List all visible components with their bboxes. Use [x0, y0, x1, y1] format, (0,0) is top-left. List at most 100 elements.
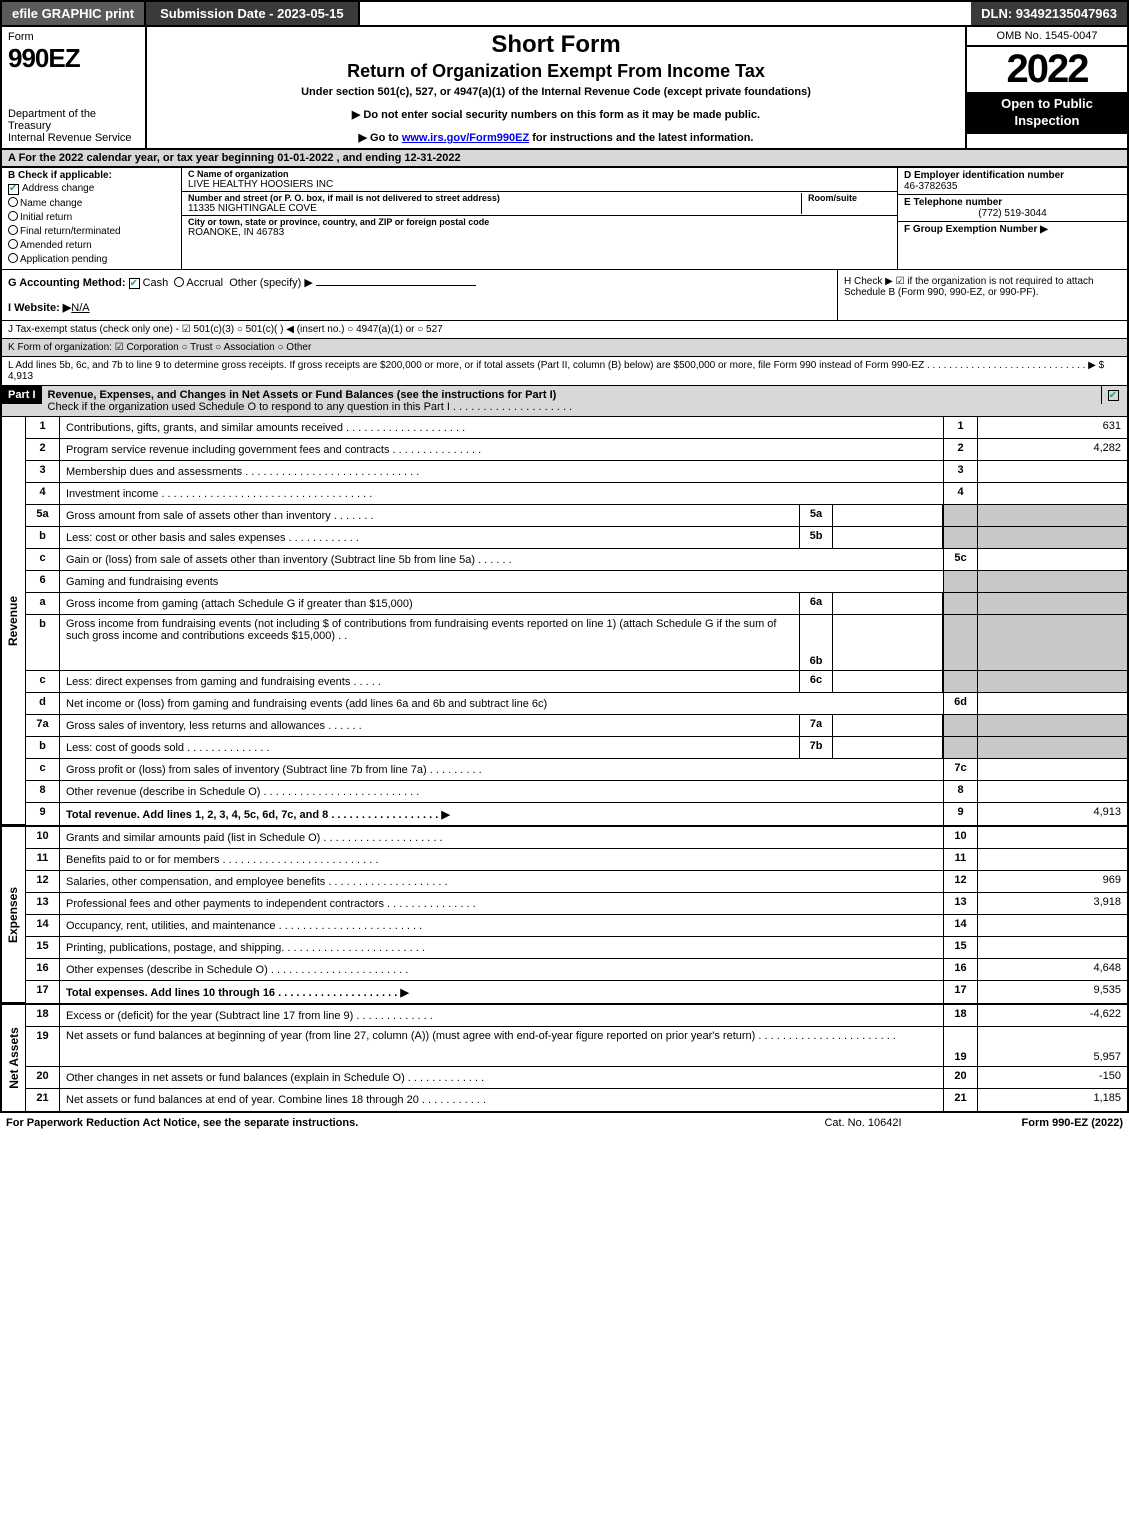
- ein-value: 46-3782635: [904, 181, 1121, 192]
- row-num: 18: [26, 1005, 60, 1026]
- main-table: Revenue 1Contributions, gifts, grants, a…: [0, 417, 1129, 1113]
- row-val: [977, 715, 1127, 736]
- row-num: 19: [26, 1027, 60, 1066]
- vtab-net-assets: Net Assets: [2, 1005, 26, 1111]
- row-desc: Occupancy, rent, utilities, and maintena…: [60, 915, 943, 936]
- efile-print-button[interactable]: efile GRAPHIC print: [2, 2, 146, 25]
- row-desc: Benefits paid to or for members . . . . …: [60, 849, 943, 870]
- row-desc: Less: direct expenses from gaming and fu…: [60, 671, 799, 692]
- checkbox-address-change[interactable]: [8, 184, 19, 195]
- tax-year: 2022: [967, 47, 1127, 92]
- row-rn: 8: [943, 781, 977, 802]
- row-val: [977, 527, 1127, 548]
- opt-address-change: Address change: [22, 183, 94, 194]
- col-h: H Check ▶ ☑ if the organization is not r…: [837, 270, 1127, 320]
- checkbox-initial-return[interactable]: [8, 211, 18, 221]
- row-val: [977, 827, 1127, 848]
- sub-box: 7b: [799, 737, 833, 758]
- row-rn: 13: [943, 893, 977, 914]
- row-rn: 7c: [943, 759, 977, 780]
- irs-link[interactable]: www.irs.gov/Form990EZ: [402, 132, 529, 144]
- checkbox-amended-return[interactable]: [8, 239, 18, 249]
- row-val: [977, 849, 1127, 870]
- form-subtitle: Return of Organization Exempt From Incom…: [155, 61, 957, 82]
- row-rn: 2: [943, 439, 977, 460]
- row-desc: Program service revenue including govern…: [60, 439, 943, 460]
- row-num: 15: [26, 937, 60, 958]
- sub-val: [833, 505, 943, 526]
- col-d-ein-phone: D Employer identification number 46-3782…: [897, 168, 1127, 269]
- row-num: b: [26, 527, 60, 548]
- form-word: Form: [8, 31, 139, 43]
- row-desc: Gross income from gaming (attach Schedul…: [60, 593, 799, 614]
- row-rn: 20: [943, 1067, 977, 1088]
- row-desc: Grants and similar amounts paid (list in…: [60, 827, 943, 848]
- row-rn: 4: [943, 483, 977, 504]
- row-val: 9,535: [977, 981, 1127, 1003]
- row-val: -4,622: [977, 1005, 1127, 1026]
- line-i: I Website: ▶N/A: [8, 301, 831, 314]
- row-val: 969: [977, 871, 1127, 892]
- checkbox-cash[interactable]: [129, 278, 140, 289]
- row-val: -150: [977, 1067, 1127, 1088]
- row-val: [977, 693, 1127, 714]
- row-num: b: [26, 737, 60, 758]
- sub-val: [833, 527, 943, 548]
- footer-cat-no: Cat. No. 10642I: [824, 1117, 901, 1129]
- row-desc: Professional fees and other payments to …: [60, 893, 943, 914]
- line-l-text: L Add lines 5b, 6c, and 7b to line 9 to …: [8, 360, 1104, 371]
- group-exemption-label: F Group Exemption Number ▶: [904, 224, 1121, 235]
- row-val: [977, 571, 1127, 592]
- row-val: [977, 781, 1127, 802]
- line-j: J Tax-exempt status (check only one) - ☑…: [0, 321, 1129, 339]
- checkbox-application-pending[interactable]: [8, 253, 18, 263]
- row-num: 14: [26, 915, 60, 936]
- dln-label: DLN: 93492135047963: [971, 2, 1127, 25]
- row-num: 20: [26, 1067, 60, 1088]
- checkbox-accrual[interactable]: [174, 277, 184, 287]
- row-num: 11: [26, 849, 60, 870]
- row-desc: Contributions, gifts, grants, and simila…: [60, 417, 943, 438]
- row-desc: Other changes in net assets or fund bala…: [60, 1067, 943, 1088]
- phone-value: (772) 519-3044: [904, 208, 1121, 219]
- opt-name-change: Name change: [20, 198, 82, 209]
- row-desc: Less: cost or other basis and sales expe…: [60, 527, 799, 548]
- row-val: [977, 483, 1127, 504]
- row-num: 2: [26, 439, 60, 460]
- col-b-checkboxes: B Check if applicable: Address change Na…: [2, 168, 182, 269]
- org-name-label: C Name of organization: [188, 169, 891, 179]
- checkbox-final-return[interactable]: [8, 225, 18, 235]
- part-i-check-note: Check if the organization used Schedule …: [48, 401, 1095, 413]
- row-rn: 5c: [943, 549, 977, 570]
- row-rn: 14: [943, 915, 977, 936]
- row-num: 9: [26, 803, 60, 825]
- part-i-schedule-o-checkbox[interactable]: [1108, 390, 1119, 401]
- goto-link-row: ▶ Go to www.irs.gov/Form990EZ for instru…: [155, 131, 957, 144]
- row-num: 7a: [26, 715, 60, 736]
- sub-box: 6b: [799, 615, 833, 670]
- row-rn: 12: [943, 871, 977, 892]
- opt-cash: Cash: [143, 277, 169, 289]
- row-desc: Excess or (deficit) for the year (Subtra…: [60, 1005, 943, 1026]
- row-num: 17: [26, 981, 60, 1003]
- i-label: I Website: ▶: [8, 302, 71, 314]
- section-bcdef: B Check if applicable: Address change Na…: [0, 168, 1129, 270]
- row-rn: [943, 527, 977, 548]
- city-label: City or town, state or province, country…: [188, 217, 891, 227]
- row-desc: Net assets or fund balances at end of ye…: [60, 1089, 943, 1111]
- row-num: 5a: [26, 505, 60, 526]
- row-desc: Gross amount from sale of assets other t…: [60, 505, 799, 526]
- section-gh: G Accounting Method: Cash Accrual Other …: [0, 270, 1129, 321]
- row-val: [977, 737, 1127, 758]
- g-label: G Accounting Method:: [8, 277, 126, 289]
- line-l: L Add lines 5b, 6c, and 7b to line 9 to …: [0, 357, 1129, 386]
- goto-suffix: for instructions and the latest informat…: [529, 132, 753, 144]
- row-desc: Total expenses. Add lines 10 through 16 …: [60, 981, 943, 1003]
- checkbox-name-change[interactable]: [8, 197, 18, 207]
- opt-final-return: Final return/terminated: [20, 226, 121, 237]
- other-specify-input[interactable]: [316, 285, 476, 286]
- part-i-title: Revenue, Expenses, and Changes in Net As…: [48, 389, 1095, 401]
- street-address: 11335 NIGHTINGALE COVE: [188, 203, 801, 214]
- row-rn: 16: [943, 959, 977, 980]
- row-val: 631: [977, 417, 1127, 438]
